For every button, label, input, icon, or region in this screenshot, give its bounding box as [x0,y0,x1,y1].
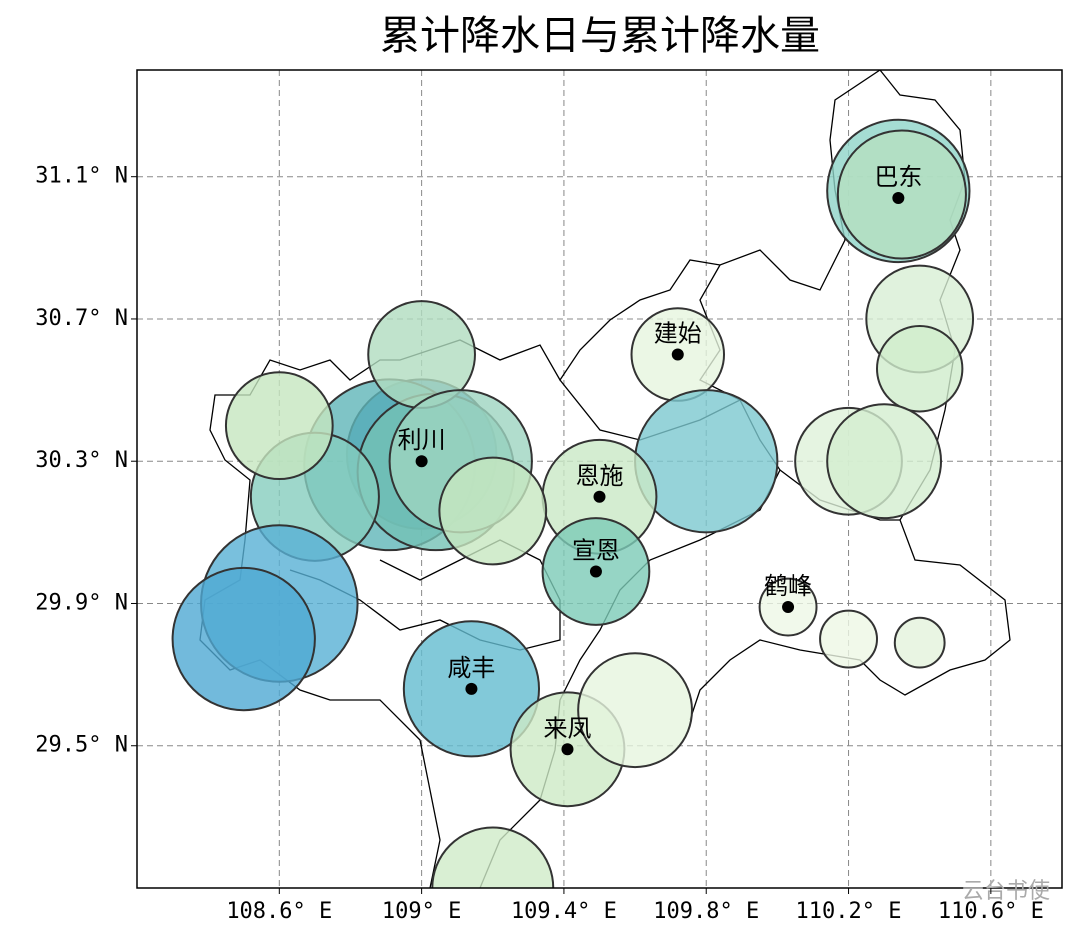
city-dot [782,601,795,614]
bubble [819,609,878,669]
city-label: 咸丰 [447,654,495,682]
y-tick-label: 29.9° N [35,590,128,615]
city-label: 宣恩 [572,536,620,564]
bubble [577,652,693,769]
y-tick-label: 30.7° N [35,306,128,331]
city-label: 来凤 [543,714,591,742]
bubble [438,456,548,566]
bubble [893,616,946,669]
bubble [826,403,943,520]
bubble [171,566,316,712]
y-tick-label: 31.1° N [35,164,128,189]
bubble [634,389,779,534]
city-dot [561,743,574,756]
city-label: 恩施 [576,462,624,490]
x-tick-label: 108.6° E [226,899,332,924]
city-dot [892,192,905,205]
city-label: 建始 [654,320,702,348]
y-tick-label: 29.5° N [35,733,128,758]
city-label: 鹤峰 [764,572,812,600]
x-tick-label: 109.4° E [511,899,617,924]
city-dot [465,682,478,695]
city-dot [415,455,428,468]
city-label: 巴东 [874,163,922,191]
x-tick-label: 110.2° E [796,899,902,924]
plot-frame [136,69,1063,889]
watermark: 云台书使 [962,879,1050,904]
city-label: 利川 [398,426,446,454]
city-dot [589,565,602,578]
bubble [224,371,334,481]
city-dot [671,348,684,361]
y-tick-label: 30.3° N [35,448,128,473]
x-tick-label: 109° E [382,899,461,924]
x-tick-label: 109.8° E [653,899,759,924]
city-dot [593,490,606,503]
x-tick-label: 110.6° E [938,899,1044,924]
chart-title: 累计降水日与累计降水量 [380,13,820,59]
bubble [876,325,964,413]
